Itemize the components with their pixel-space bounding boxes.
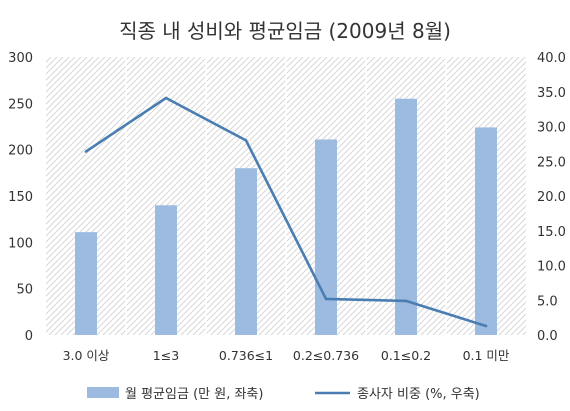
legend-label-line: 종사자 비중 (%, 우축) xyxy=(357,387,480,402)
left-tick-label: 100 xyxy=(8,236,33,251)
right-axis-ticks: 0.0 5.0 10.0 15.0 20.0 25.0 30.0 35.0 40.0 xyxy=(537,51,566,344)
right-tick-label: 25.0 xyxy=(537,155,566,170)
left-tick-label: 300 xyxy=(8,51,33,66)
vertical-gridlines xyxy=(125,57,447,335)
line-point-5 xyxy=(404,299,408,303)
left-tick-label: 200 xyxy=(8,144,33,159)
line-point-3 xyxy=(244,139,248,142)
x-tick-label: 1≤3 xyxy=(153,348,179,363)
legend-label-bar: 월 평균임금 (만 원, 좌축) xyxy=(125,387,263,402)
right-tick-label: 5.0 xyxy=(537,294,558,309)
line-series xyxy=(84,96,488,328)
right-tick-label: 0.0 xyxy=(537,329,558,344)
right-tick-label: 30.0 xyxy=(537,121,566,136)
bar-1 xyxy=(75,232,97,335)
left-tick-label: 50 xyxy=(16,283,33,298)
line-point-4 xyxy=(324,297,328,301)
left-tick-label: 250 xyxy=(8,97,33,112)
legend-swatch-bar xyxy=(87,387,119,398)
line-series-path xyxy=(85,96,487,328)
x-tick-label: 3.0 이상 xyxy=(63,348,110,363)
left-tick-label: 150 xyxy=(8,190,33,205)
chart-title: 직종 내 성비와 평균임금 (2009년 8월) xyxy=(119,19,451,43)
x-tick-label: 0.2≤0.736 xyxy=(293,348,359,363)
legend: 월 평균임금 (만 원, 좌축) 종사자 비중 (%, 우축) xyxy=(87,387,480,402)
x-axis-ticks: 3.0 이상 1≤3 0.736≤1 0.2≤0.736 0.1≤0.2 0.1 미만 xyxy=(63,348,510,363)
line-point-2 xyxy=(164,96,168,100)
x-tick-label: 0.1 미만 xyxy=(463,348,510,363)
right-tick-label: 10.0 xyxy=(537,260,566,275)
bar-2 xyxy=(155,205,177,335)
right-tick-label: 40.0 xyxy=(537,51,566,66)
x-tick-label: 0.736≤1 xyxy=(219,348,273,363)
bar-4 xyxy=(315,139,337,335)
right-tick-label: 35.0 xyxy=(537,86,566,101)
bar-6 xyxy=(475,127,497,335)
left-tick-label: 0 xyxy=(25,329,33,344)
right-tick-label: 20.0 xyxy=(537,190,566,205)
bar-series xyxy=(75,98,497,335)
bar-5 xyxy=(395,98,417,335)
right-tick-label: 15.0 xyxy=(537,225,566,240)
line-point-1 xyxy=(84,150,88,153)
bar-3 xyxy=(235,168,257,335)
left-axis-ticks: 0 50 100 150 200 250 300 xyxy=(8,51,33,344)
x-tick-label: 0.1≤0.2 xyxy=(381,348,431,363)
line-point-6 xyxy=(484,324,488,328)
